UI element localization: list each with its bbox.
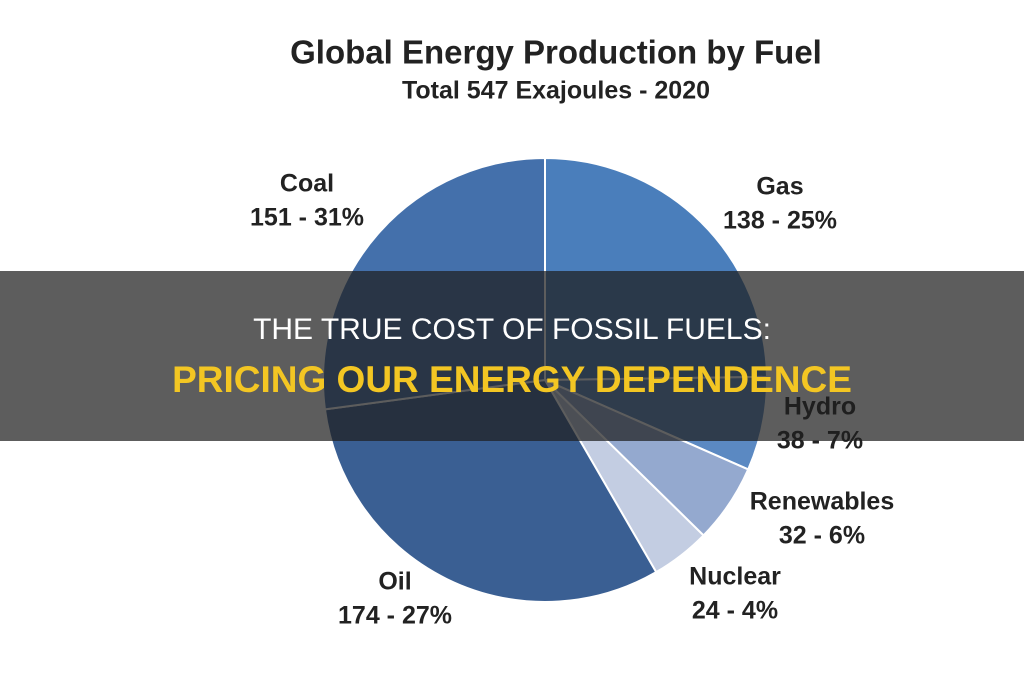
slice-label: Coal — [280, 170, 334, 198]
slice-label: Renewables — [750, 488, 895, 516]
slice-value-label: 32 - 6% — [779, 522, 865, 550]
slice-value-label: 138 - 25% — [723, 207, 837, 235]
slice-value-label: 24 - 4% — [692, 597, 778, 625]
slice-value-label: 151 - 31% — [250, 204, 364, 232]
chart-title: Global Energy Production by Fuel — [290, 34, 822, 71]
banner — [0, 271, 1024, 441]
banner-line1: THE TRUE COST OF FOSSIL FUELS: — [253, 313, 771, 346]
slice-label: Gas — [756, 173, 803, 201]
banner-line2: PRICING OUR ENERGY DEPENDENCE — [172, 359, 852, 400]
slice-value-label: 174 - 27% — [338, 602, 452, 630]
slice-label: Oil — [378, 568, 411, 596]
slice-label: Nuclear — [689, 563, 781, 591]
chart-subtitle: Total 547 Exajoules - 2020 — [402, 77, 710, 105]
